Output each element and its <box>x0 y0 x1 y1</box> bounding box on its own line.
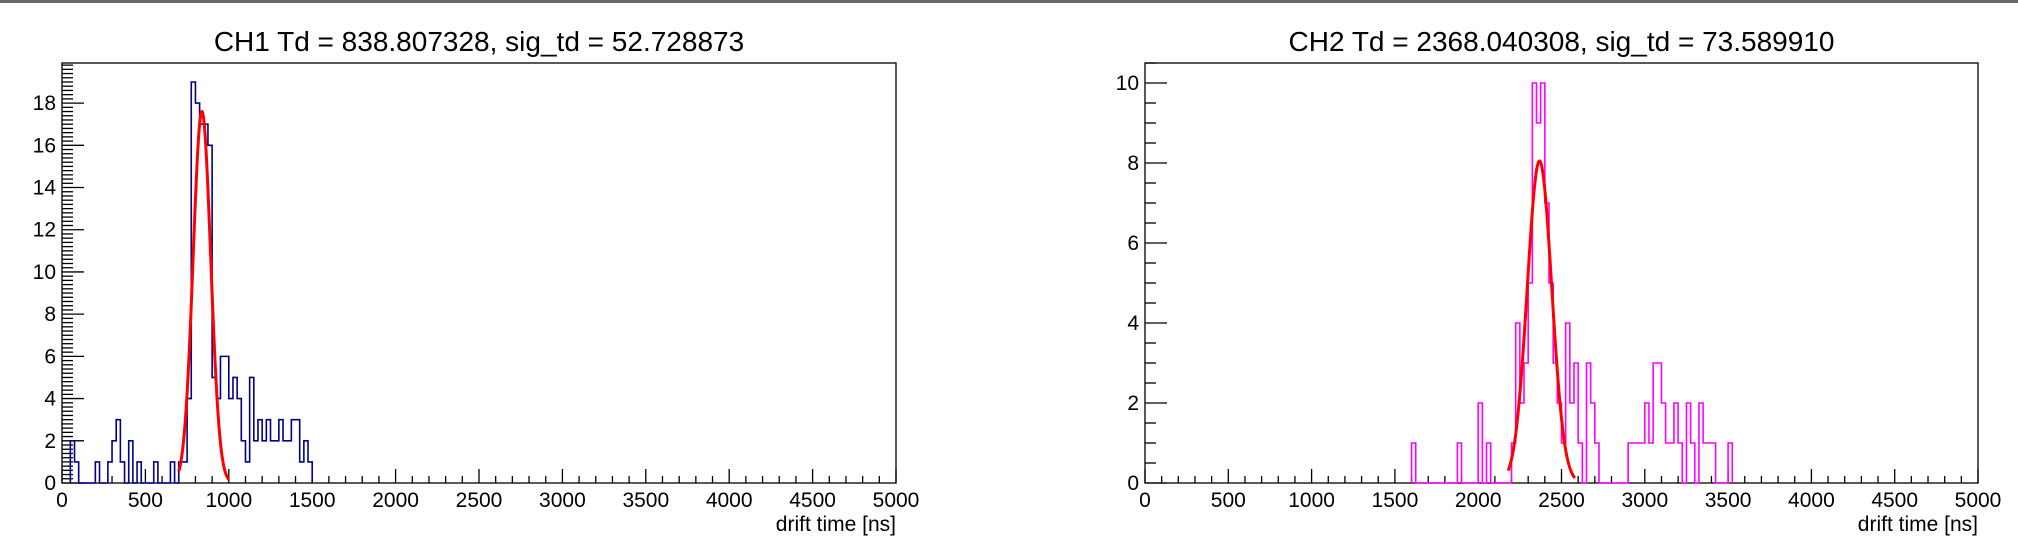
histogram-bin <box>254 441 258 483</box>
x-tick-label: 500 <box>1211 489 1246 512</box>
histogram-bin <box>300 462 304 483</box>
histogram-bin <box>1636 443 1640 483</box>
histogram-bin <box>1666 443 1670 483</box>
y-tick-label: 0 <box>44 472 56 495</box>
x-tick-label: 2500 <box>1538 489 1585 512</box>
y-tick-label: 4 <box>44 388 56 411</box>
histogram-bin <box>183 462 187 483</box>
x-tick-label: 4500 <box>1871 489 1918 512</box>
ch2-histogram-panel: CH2 Td = 2368.040308, sig_td = 73.589910… <box>1116 26 2002 536</box>
x-tick-label: 3000 <box>1621 489 1668 512</box>
chart-title: CH2 Td = 2368.040308, sig_td = 73.589910 <box>1289 26 1835 57</box>
histogram-bin <box>1537 123 1541 483</box>
y-tick-label: 10 <box>33 261 56 284</box>
y-tick-label: 16 <box>33 134 56 157</box>
x-tick-label: 3500 <box>1705 489 1752 512</box>
chart-title: CH1 Td = 838.807328, sig_td = 52.728873 <box>214 26 744 57</box>
window-top-border <box>0 0 2018 3</box>
histogram-series <box>1410 82 1734 484</box>
histogram-bin <box>1632 443 1636 483</box>
x-tick-label: 1000 <box>1288 489 1335 512</box>
histogram-bin <box>1703 443 1707 483</box>
histogram-bin <box>1520 403 1524 483</box>
y-tick-label: 14 <box>33 177 57 200</box>
x-tick-label: 2000 <box>1455 489 1502 512</box>
x-tick-label: 3500 <box>622 489 669 512</box>
x-tick-label: 500 <box>128 489 163 512</box>
y-tick-label: 18 <box>33 92 56 115</box>
x-tick-label: 0 <box>1139 489 1151 512</box>
histogram-bin <box>1670 443 1674 483</box>
x-tick-label: 1000 <box>205 489 252 512</box>
x-tick-label: 2500 <box>456 489 503 512</box>
histogram-bin <box>283 441 287 483</box>
x-tick-label: 4500 <box>789 489 836 512</box>
y-tick-label: 2 <box>1127 392 1139 415</box>
histogram-bin <box>200 124 204 483</box>
y-tick-label: 6 <box>44 345 56 368</box>
y-tick-label: 10 <box>1116 72 1139 95</box>
x-axis-title: drift time [ns] <box>1858 513 1978 536</box>
histogram-bin <box>271 441 275 483</box>
x-tick-label: 2000 <box>372 489 419 512</box>
gaussian-fit-curve <box>1506 159 1576 479</box>
x-tick-label: 1500 <box>289 489 336 512</box>
y-tick-label: 8 <box>1127 152 1139 175</box>
histogram-series <box>69 81 313 484</box>
x-tick-label: 5000 <box>873 489 920 512</box>
x-tick-label: 5000 <box>1955 489 2002 512</box>
ch1-histogram-panel: CH1 Td = 838.807328, sig_td = 52.728873 0… <box>33 26 920 536</box>
y-tick-label: 4 <box>1127 312 1139 335</box>
x-tick-label: 0 <box>56 489 68 512</box>
y-tick-label: 8 <box>44 303 56 326</box>
x-tick-label: 3000 <box>539 489 586 512</box>
x-tick-label: 1500 <box>1372 489 1419 512</box>
y-tick-label: 0 <box>1127 472 1139 495</box>
y-tick-label: 6 <box>1127 232 1139 255</box>
x-tick-label: 4000 <box>1788 489 1835 512</box>
x-tick-label: 4000 <box>706 489 753 512</box>
histogram-bin <box>287 441 291 483</box>
gaussian-fit-curve <box>177 110 230 481</box>
y-tick-label: 12 <box>33 219 56 242</box>
histogram-bin <box>1649 443 1653 483</box>
y-tick-label: 2 <box>44 430 56 453</box>
x-axis-title: drift time [ns] <box>776 513 896 536</box>
